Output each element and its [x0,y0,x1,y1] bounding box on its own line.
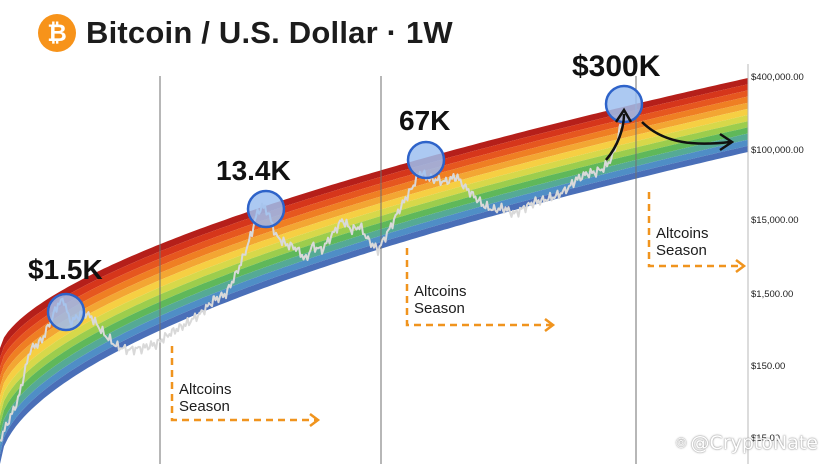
annotation-arrow [647,192,742,268]
bitcoin-icon: ₿ [38,14,76,52]
peak-label: $300K [572,50,661,83]
peak-circle [46,292,86,332]
annotation-line2: Season [179,398,230,415]
up-arrowhead [614,107,633,123]
camera-icon: ⌾ [675,432,687,454]
altcoin-annotations: AltcoinsSeasonAltcoinsSeasonAltcoinsSeas… [170,192,747,427]
chart-header: ₿ Bitcoin / U.S. Dollar · 1W [38,14,453,52]
y-tick-label: $400,000.00 [751,72,804,83]
up-arrow [605,113,626,161]
peak-label: $1.5K [28,254,103,285]
y-tick-label: $150.00 [751,361,785,372]
annotation-arrowhead [735,259,747,273]
peak-markers: $1.5K 13.4K 67K $300K [28,50,661,332]
y-tick-label: $15,000.00 [751,215,799,226]
annotation-line2: Season [656,242,707,259]
annotation-line1: Altcoins [179,381,232,398]
y-tick-label: $100,000.00 [751,145,804,156]
annotation-line2: Season [414,300,465,317]
annotation-arrowhead [309,413,321,427]
annotation-arrow [405,248,551,327]
peak-circle [406,140,446,180]
projection-arrows [605,107,735,161]
annotation-arrow [170,346,316,422]
peak-circle [246,189,286,229]
price-line [0,114,626,442]
y-tick-label: $15.00 [751,433,780,444]
y-axis: $400,000.00 $100,000.00 $15,000.00 $1,500.0… [751,72,804,444]
peak-label: 67K [399,105,450,136]
peak-label: 13.4K [216,155,291,186]
y-tick-label: $1,500.00 [751,289,793,300]
cycle-dividers [159,64,749,464]
annotation-arrowhead [544,318,556,332]
annotation-line1: Altcoins [656,225,709,242]
watermark: ⌾ @CryptoNate [676,432,818,454]
price-series [0,114,626,442]
chart-title: Bitcoin / U.S. Dollar · 1W [86,15,453,50]
forecast-arrow [641,121,731,145]
watermark-text: @CryptoNate [690,432,818,454]
annotation-line1: Altcoins [414,283,467,300]
forecast-arrowhead [719,132,735,152]
